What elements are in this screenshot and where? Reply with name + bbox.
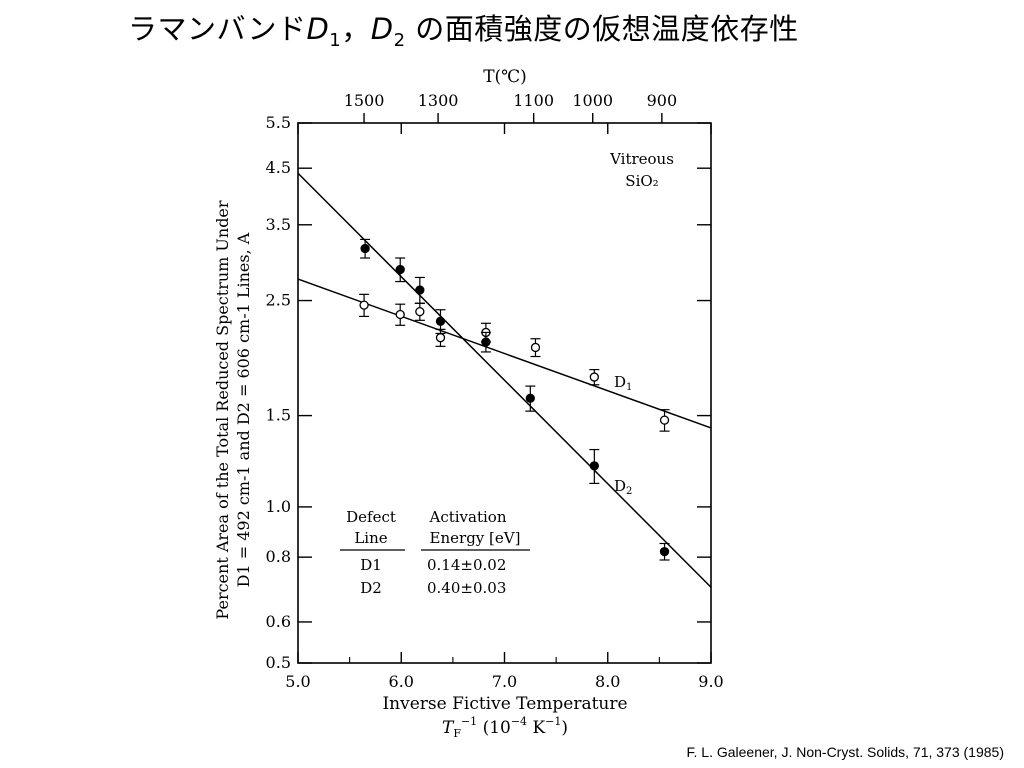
- data-point-d1: [530, 342, 541, 353]
- y-tick-label: 2.5: [266, 291, 291, 310]
- citation: F. L. Galeener, J. Non-Cryst. Solids, 71…: [686, 744, 1005, 760]
- x-tick-label: 9.0: [698, 672, 723, 691]
- data-point-d1: [359, 300, 369, 310]
- top-tick-label: 1300: [418, 91, 459, 110]
- data-point-d2: [415, 285, 425, 295]
- x-tick-label: 8.0: [595, 672, 620, 691]
- x-tick-label: 5.0: [285, 672, 310, 691]
- y-axis-label-line-1: Percent Area of the Total Reduced Spectr…: [213, 200, 232, 619]
- activation-energy-table: Defect Line Activation Energy [eV] D1 0.…: [340, 508, 530, 597]
- x-units-exp2: −4: [511, 715, 527, 728]
- slide-title: ラマンバンドD1，D2 の面積強度の仮想温度依存性: [128, 12, 799, 51]
- table-header-activation: Activation: [429, 508, 507, 526]
- table-cell-d2-line: D2: [360, 579, 382, 597]
- annotation-line-1: Vitreous: [609, 150, 674, 168]
- x-units-exp3: −1: [545, 715, 561, 728]
- x-axis-label: Inverse Fictive Temperature: [382, 694, 627, 714]
- x-units-k: K: [527, 718, 545, 738]
- x-units-paren: (10: [477, 718, 511, 738]
- y-tick-label: 1.0: [266, 497, 291, 516]
- top-tick-label: 900: [647, 91, 678, 110]
- line-label-d2-letter: D: [614, 477, 626, 495]
- x-units-exp: −1: [461, 715, 477, 728]
- y-tick-label: 1.5: [266, 406, 291, 425]
- x-axis-units: TF−1 (10−4 K−1): [442, 715, 568, 740]
- x-tick-label: 7.0: [492, 672, 517, 691]
- y-tick-label: 0.5: [266, 653, 291, 672]
- x-tick-label: 6.0: [389, 672, 414, 691]
- data-point-d2: [395, 264, 405, 275]
- data-point-d2: [360, 243, 370, 254]
- y-tick-label: 5.5: [266, 113, 291, 132]
- table-header-defect: Defect: [346, 508, 396, 526]
- data-point-d2: [589, 461, 599, 471]
- table-cell-d2-energy: 0.40±0.03: [427, 579, 506, 597]
- y-tick-label: 0.8: [266, 547, 291, 566]
- data-point-d1: [659, 415, 670, 425]
- table-cell-d1-line: D1: [360, 556, 382, 574]
- data-point-d1: [415, 306, 425, 317]
- table-header-line: Line: [354, 529, 387, 547]
- x-units-f-sub: F: [453, 727, 461, 740]
- data-point-d2: [435, 316, 446, 326]
- top-tick-label: 1100: [513, 91, 554, 110]
- line-label-d2-sub: 2: [626, 486, 632, 497]
- fit-line-d1: [297, 278, 712, 429]
- table-cell-d1-energy: 0.14±0.02: [427, 556, 506, 574]
- data-point-d1: [395, 309, 405, 320]
- fit-line-d2: [297, 172, 712, 588]
- annotation-line-2: SiO₂: [625, 172, 658, 190]
- data-point-d2: [659, 546, 670, 557]
- top-tick-label: 1000: [572, 91, 613, 110]
- x-units-close: ): [561, 718, 568, 738]
- y-axis-label-line-2: D1 = 492 cm-1 and D2 = 606 cm-1 Lines, A: [234, 232, 253, 587]
- line-label-d1: D1: [614, 373, 632, 393]
- y-tick-label: 0.6: [266, 612, 291, 631]
- data-point-d2: [481, 337, 491, 347]
- data-point-d2: [525, 393, 535, 403]
- line-label-d1-sub: 1: [626, 382, 632, 393]
- data-point-d1: [435, 333, 446, 343]
- top-tick-label: 1500: [344, 91, 385, 110]
- y-tick-label: 3.5: [266, 215, 291, 234]
- x-units-tf: T: [442, 718, 455, 738]
- y-tick-label: 4.5: [266, 158, 291, 177]
- top-axis-label: T(℃): [483, 67, 527, 87]
- table-header-energy: Energy [eV]: [430, 529, 521, 547]
- line-label-d2: D2: [614, 477, 632, 497]
- line-label-d1-letter: D: [614, 373, 626, 391]
- data-point-d1: [589, 372, 599, 382]
